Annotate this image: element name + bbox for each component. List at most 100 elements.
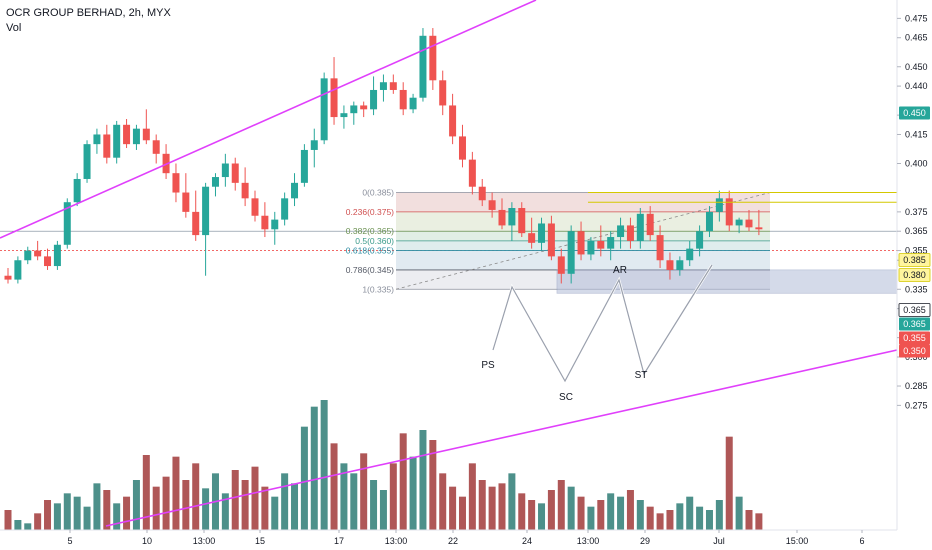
price-badge	[899, 344, 930, 358]
candle-body	[696, 231, 704, 249]
candle-body	[725, 198, 733, 226]
x-tick-label: 29	[640, 536, 650, 546]
candle-body	[597, 240, 605, 249]
volume-bar	[53, 503, 61, 530]
candle-body	[508, 208, 516, 226]
candle-body	[211, 177, 219, 187]
volume-bar	[93, 483, 101, 530]
candle-body	[320, 78, 328, 141]
candle-body	[587, 240, 595, 255]
candle-body	[498, 209, 506, 226]
candle-body	[567, 231, 575, 274]
volume-bar	[409, 456, 417, 530]
volume-bar	[617, 496, 625, 530]
candle-body	[735, 219, 743, 226]
volume-bar	[587, 506, 595, 530]
volume-bar	[4, 510, 12, 530]
wyckoff-label: PS	[481, 360, 495, 371]
price-badge	[899, 106, 930, 120]
y-tick-label: 0.450	[905, 62, 928, 72]
x-tick-label: 22	[448, 536, 458, 546]
volume-bar	[73, 496, 81, 530]
x-tick-label: Jul	[713, 536, 725, 546]
candle-body	[291, 182, 299, 199]
candle-body	[755, 227, 763, 230]
price-badge	[898, 253, 931, 267]
y-tick-label: 0.285	[905, 381, 928, 391]
y-tick-label: 0.335	[905, 284, 928, 294]
fib-level-label: 0.5(0.360)	[355, 236, 394, 246]
volume-bar	[439, 473, 447, 530]
volume-bar	[725, 436, 733, 530]
candle-body	[172, 173, 180, 193]
candle-body	[93, 134, 101, 145]
volume-bar	[251, 466, 259, 530]
volume-bar	[281, 473, 289, 530]
x-tick-label: 13:00	[577, 536, 600, 546]
candle-body	[261, 215, 269, 230]
y-tick-label: 0.400	[905, 159, 928, 169]
y-tick-label: 0.275	[905, 400, 928, 410]
volume-bar	[528, 500, 536, 530]
candle-body	[300, 149, 308, 183]
wyckoff-label: SC	[559, 392, 573, 403]
price-badge-label: 0.385	[903, 255, 926, 265]
volume-bar	[626, 490, 634, 530]
candle-body	[488, 200, 496, 210]
candle-body	[350, 105, 358, 114]
volume-bar	[567, 486, 575, 530]
volume-bar	[597, 500, 605, 530]
candle-body	[34, 250, 42, 257]
volume-bar	[340, 463, 348, 530]
wyckoff-zigzag	[492, 264, 713, 383]
x-tick-label: 5	[67, 536, 72, 546]
volume-bar	[83, 506, 91, 530]
candle-body	[458, 136, 466, 160]
volume-bar	[14, 520, 22, 530]
x-tick-label: 15:00	[786, 536, 809, 546]
price-badge	[899, 317, 930, 331]
x-tick-label: 24	[522, 536, 532, 546]
candle-body	[705, 211, 713, 232]
candle-body	[617, 225, 625, 238]
price-badge-label: 0.365	[903, 305, 926, 315]
volume-bar	[132, 480, 140, 530]
volume-bar	[745, 510, 753, 530]
volume-indicator-label[interactable]: Vol	[6, 22, 22, 34]
volume-bar	[468, 463, 476, 530]
candle-body	[310, 140, 318, 150]
volume-bar	[123, 496, 131, 530]
volume-bar	[103, 490, 111, 530]
candle-body	[103, 134, 111, 158]
candle-body	[607, 237, 615, 249]
candle-body	[577, 231, 585, 255]
fib-zone	[396, 211, 770, 232]
x-tick-label: 6	[859, 536, 864, 546]
x-tick-label: 17	[334, 536, 344, 546]
candle-body	[745, 219, 753, 228]
volume-bar	[320, 400, 328, 530]
candle-body	[4, 275, 12, 280]
price-badge	[898, 303, 931, 317]
candle-body	[63, 202, 71, 245]
volume-bar	[370, 480, 378, 530]
price-badge-label: 0.350	[903, 346, 926, 356]
candle-body	[399, 89, 407, 110]
candle-body	[528, 233, 536, 243]
volume-bar	[458, 496, 466, 530]
price-badge-label: 0.355	[903, 333, 926, 343]
volume-bar	[419, 430, 427, 530]
volume-bar	[192, 463, 200, 530]
x-tick-label: 15	[255, 536, 265, 546]
chart-title: OCR GROUP BERHAD, 2h, MYX	[6, 7, 171, 19]
y-tick-label: 0.355	[905, 246, 928, 256]
candle-body	[44, 256, 52, 267]
y-tick-label: 0.475	[905, 13, 928, 23]
volume-bar	[755, 513, 763, 530]
candle-body	[666, 260, 674, 270]
candle-body	[360, 105, 368, 110]
volume-bar	[63, 493, 71, 530]
candle-body	[686, 248, 694, 261]
